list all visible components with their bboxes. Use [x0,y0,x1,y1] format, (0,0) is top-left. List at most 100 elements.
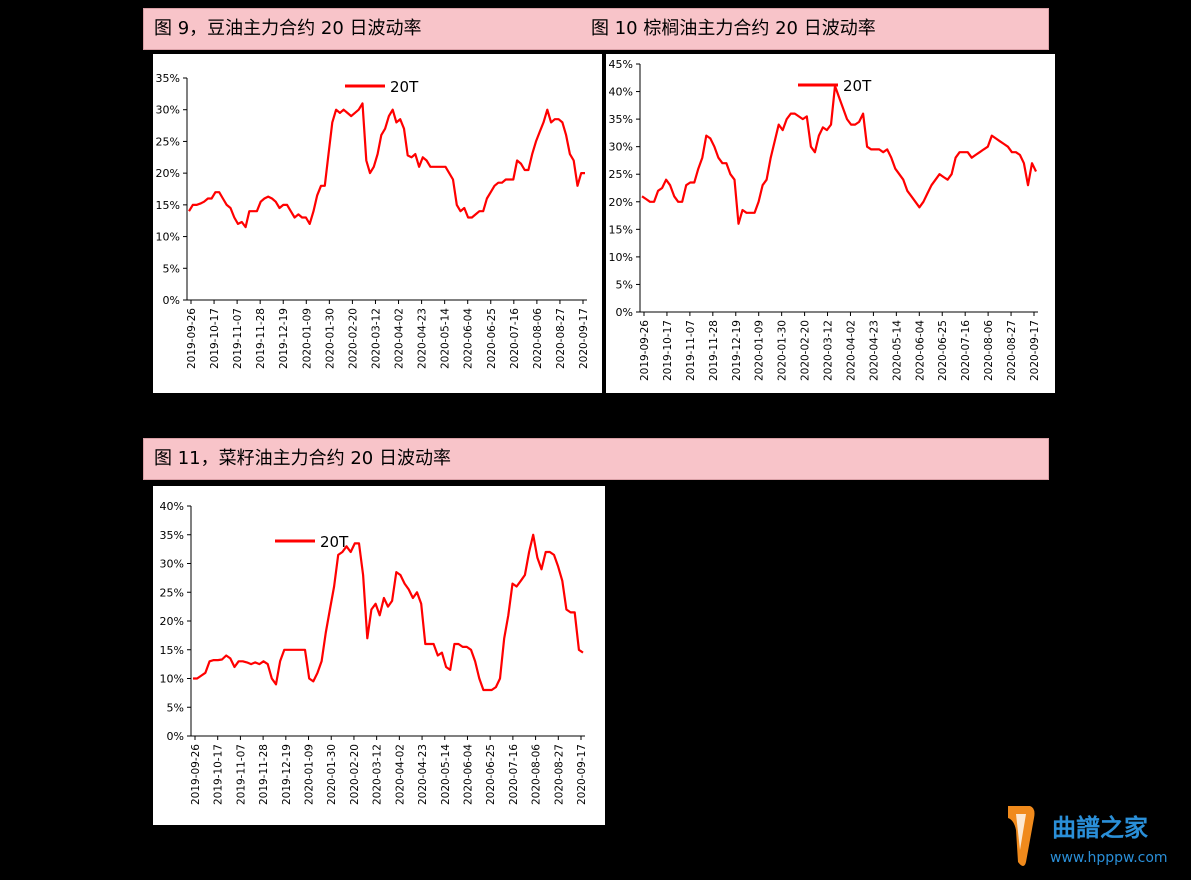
fig11-x-tick-label: 2020-04-23 [417,744,429,805]
fig10-x-tick-label: 2020-03-12 [823,320,835,381]
fig9-y-tick-label: 15% [156,199,180,212]
fig10-x-tick-label: 2019-09-26 [639,320,651,381]
fig11-legend-label: 20T [320,533,349,551]
fig11-x-tick-label: 2019-11-28 [258,744,270,805]
fig9-y-tick-label: 20% [156,167,180,180]
fig11-x-tick-label: 2020-06-04 [462,744,474,805]
fig11-y-tick-label: 20% [160,615,184,628]
fig9-x-tick-label: 2019-11-07 [232,308,244,369]
fig9-series-line [188,102,585,229]
fig10-x-tick-label: 2020-04-02 [845,320,857,381]
fig11-x-tick-label: 2020-01-09 [304,744,316,805]
fig10-x-tick-label: 2020-01-09 [754,320,766,381]
fig10-y-tick-label: 30% [609,141,633,154]
fig9-title: 图 9，豆油主力合约 20 日波动率 [154,18,422,39]
fig10-x-tick-label: 2019-11-07 [685,320,697,381]
fig11-title: 图 11，菜籽油主力合约 20 日波动率 [154,448,451,469]
fig10-x-tick-label: 2020-07-16 [960,320,972,381]
fig9-y-tick-label: 0% [163,294,180,307]
fig11-x-tick-label: 2020-01-30 [326,744,338,805]
fig10-y-tick-label: 45% [609,58,633,71]
fig11-x-tick-label: 2020-09-17 [576,744,588,805]
fig11-x-tick-label: 2020-07-16 [508,744,520,805]
fig11-y-tick-label: 10% [160,673,184,686]
fig10-x-tick-label: 2019-12-19 [731,320,743,381]
fig11-x-tick-label: 2019-11-07 [235,744,247,805]
fig10-y-tick-label: 10% [609,251,633,264]
title-bar-bottom: 图 11，菜籽油主力合约 20 日波动率 [143,438,1049,480]
fig11-y-tick-label: 30% [160,558,184,571]
fig11-y-tick-label: 5% [167,701,184,714]
watermark-logo: 曲譜之家 www.hpppw.com [1000,800,1190,876]
fig9-x-tick-label: 2020-01-09 [301,308,313,369]
fig9-x-tick-label: 2019-09-26 [186,308,198,369]
fig10-x-tick-label: 2020-04-23 [868,320,880,381]
fig9-y-tick-label: 5% [163,262,180,275]
fig9-chart: 0% 5% 10% 15% 20% 25% 30% 35% 2019-09-26 2019-10-… [156,72,590,369]
fig10-x-tick-label: 2020-08-06 [983,320,995,381]
fig9-x-tick-label: 2020-01-30 [324,308,336,369]
fig11-x-tick-label: 2019-12-19 [281,744,293,805]
fig11-x-tick-label: 2020-04-02 [394,744,406,805]
fig9-x-tick-label: 2020-02-20 [347,308,359,369]
fig9-x-tick-label: 2020-04-23 [417,308,429,369]
fig11-x-tick-label: 2020-05-14 [440,744,452,805]
fig9-y-tick-label: 10% [156,231,180,244]
fig9-x-tick-label: 2020-06-25 [486,308,498,369]
fig10-x-tick-label: 2020-05-14 [891,320,903,381]
fig11-x-tick-label: 2020-06-25 [485,744,497,805]
fig11-x-tick-label: 2020-02-20 [349,744,361,805]
watermark-url: www.hpppw.com [1050,850,1168,866]
fig9-x-tick-label: 2020-09-17 [578,308,590,369]
fig9-x-tick-label: 2019-11-28 [255,308,267,369]
fig11-chart: 0% 5% 10% 15% 20% 25% 30% 35% 40% 2019-09-26 2019-… [160,500,588,805]
fig9-x-tick-label: 2020-03-12 [370,308,382,369]
fig9-x-tick-label: 2020-07-16 [509,308,521,369]
fig10-y-tick-label: 40% [609,86,633,99]
fig10-x-tick-label: 2020-06-04 [914,320,926,381]
fig9-x-tick-label: 2019-12-19 [278,308,290,369]
fig11-y-tick-label: 40% [160,500,184,513]
fig11-y-tick-label: 25% [160,586,184,599]
watermark-graphic: 曲譜之家 www.hpppw.com [1008,806,1168,866]
fig10-y-tick-label: 35% [609,113,633,126]
fig9-x-tick-label: 2020-04-02 [394,308,406,369]
fig11-x-tick-label: 2019-10-17 [213,744,225,805]
fig9-chart-panel: 0% 5% 10% 15% 20% 25% 30% 35% 2019-09-26 2019-10-… [153,54,602,393]
fig9-y-tick-label: 25% [156,135,180,148]
fig9-x-tick-label: 2020-08-27 [555,308,567,369]
fig11-y-tick-label: 0% [167,730,184,743]
fig11-x-tick-label: 2020-03-12 [372,744,384,805]
fig10-x-tick-label: 2020-09-17 [1029,320,1041,381]
fig10-x-tick-label: 2020-08-27 [1006,320,1018,381]
fig10-x-tick-label: 2020-02-20 [800,320,812,381]
fig10-chart-panel: 0% 5% 10% 15% 20% 25% 30% 35% 40% 45% 2019-09-26 20… [606,54,1055,393]
fig10-series-line [641,84,1037,225]
fig10-x-tick-label: 2020-06-25 [937,320,949,381]
fig10-legend-label: 20T [843,77,872,95]
fig11-series-line [193,533,584,692]
watermark-name: 曲譜之家 [1052,814,1148,842]
fig11-x-tick-label: 2019-09-26 [190,744,202,805]
fig10-title: 图 10 棕榈油主力合约 20 日波动率 [591,18,876,39]
fig10-x-tick-label: 2019-11-28 [708,320,720,381]
fig10-y-tick-label: 25% [609,168,633,181]
fig9-x-tick-label: 2020-08-06 [532,308,544,369]
fig9-x-tick-label: 2020-05-14 [440,308,452,369]
title-bar-top: 图 9，豆油主力合约 20 日波动率 图 10 棕榈油主力合约 20 日波动率 [143,8,1049,50]
fig9-x-tick-label: 2020-06-04 [463,308,475,369]
fig9-legend-label: 20T [390,78,419,96]
fig11-y-tick-label: 35% [160,529,184,542]
fig10-y-tick-label: 20% [609,196,633,209]
fig11-y-tick-label: 15% [160,644,184,657]
fig9-y-tick-label: 35% [156,72,180,85]
fig10-y-tick-label: 0% [616,306,633,319]
fig10-y-tick-label: 5% [616,278,633,291]
fig10-chart: 0% 5% 10% 15% 20% 25% 30% 35% 40% 45% 2019-09-26 20… [609,58,1041,381]
fig9-y-tick-label: 30% [156,104,180,117]
fig10-y-tick-label: 15% [609,223,633,236]
fig11-chart-panel: 0% 5% 10% 15% 20% 25% 30% 35% 40% 2019-09-26 2019-… [153,486,605,825]
fig11-x-tick-label: 2020-08-06 [531,744,543,805]
fig9-x-tick-label: 2019-10-17 [209,308,221,369]
fig11-x-tick-label: 2020-08-27 [553,744,565,805]
